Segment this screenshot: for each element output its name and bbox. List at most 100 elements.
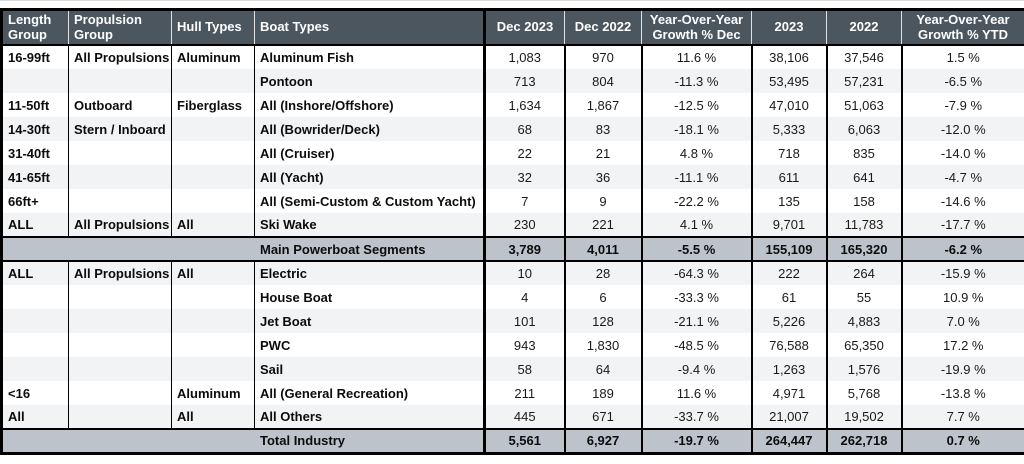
table-cell: 5,768 (825, 381, 902, 406)
table-cell: -11.3 % (640, 69, 752, 94)
table-cell: 6 (563, 285, 642, 310)
column-header-dec-2023: Dec 2023 (483, 9, 565, 47)
table-cell: 7.7 % (900, 405, 1024, 430)
table-cell: Sail (254, 357, 485, 382)
summary-value: 0.7 % (900, 428, 1024, 455)
table-cell (171, 117, 255, 142)
table-cell: 53,495 (750, 69, 827, 94)
column-header-propulsion-group: Propulsion Group (68, 9, 172, 47)
table-cell: 16-99ft (1, 45, 69, 70)
table-cell (68, 69, 172, 94)
table-cell: 264 (825, 261, 902, 286)
column-header-2023: 2023 (751, 9, 827, 47)
table-row-all-bowrider-deck: 14-30ft Stern / Inboard All (Bowrider/Deck… (1, 117, 1024, 142)
table-cell: 32 (483, 165, 565, 190)
table-body: 16-99ft All Propulsions Aluminum Aluminum F… (1, 45, 1024, 455)
table-cell: House Boat (254, 285, 485, 310)
table-cell: All (171, 261, 255, 286)
column-header-boat-types: Boat Types (254, 9, 485, 47)
table-cell (68, 405, 172, 430)
table-cell: 58 (483, 357, 565, 382)
summary-value: 5,561 (483, 428, 565, 455)
table-cell (171, 69, 255, 94)
summary-row-total-industry: Total Industry 5,561 6,927 -19.7 % 264,447 26… (1, 428, 1024, 455)
table-cell: All (Yacht) (254, 165, 485, 190)
table-cell: -6.5 % (900, 69, 1024, 94)
table-cell: Outboard (68, 93, 172, 118)
table-cell: 221 (563, 213, 642, 238)
table-cell: 41-65ft (1, 165, 69, 190)
table-cell: 21 (563, 141, 642, 166)
table-cell: -14.6 % (900, 189, 1024, 214)
table-row-pwc: PWC 943 1,830 -48.5 % 76,588 65,350 17.2 % (1, 333, 1024, 358)
table-row-all-cruiser: 31-40ft All (Cruiser) 22 21 4.8 % 718 835 -14.0… (1, 141, 1024, 166)
table-cell: 1,576 (825, 357, 902, 382)
summary-value: -6.2 % (900, 236, 1024, 263)
table-cell: 47,010 (750, 93, 827, 118)
table-cell: 804 (563, 69, 642, 94)
table-cell: 189 (563, 381, 642, 406)
table-cell (68, 381, 172, 406)
summary-value: 262,718 (825, 428, 902, 455)
table-cell: All (171, 213, 255, 238)
table-cell (1, 69, 69, 94)
column-header-dec-2022: Dec 2022 (564, 9, 642, 47)
table-cell (171, 285, 255, 310)
table-cell: Stern / Inboard (68, 117, 172, 142)
boat-segment-sales-table: Length Group Propulsion Group Hull Types Bo… (0, 8, 1024, 455)
table-cell (171, 309, 255, 334)
table-cell: 1,830 (563, 333, 642, 358)
table-cell: Fiberglass (171, 93, 255, 118)
summary-value: 165,320 (825, 236, 902, 263)
table-cell: 65,350 (825, 333, 902, 358)
table-cell: -4.7 % (900, 165, 1024, 190)
table-cell (171, 357, 255, 382)
table-cell: -15.9 % (900, 261, 1024, 286)
table-cell (68, 165, 172, 190)
table-cell: -9.4 % (640, 357, 752, 382)
table-cell: 28 (563, 261, 642, 286)
summary-label: Total Industry (1, 428, 485, 455)
table-cell: All Propulsions (68, 45, 172, 70)
table-cell: 10.9 % (900, 285, 1024, 310)
table-cell: 1.5 % (900, 45, 1024, 70)
table-cell: 14-30ft (1, 117, 69, 142)
column-header-2022: 2022 (826, 9, 902, 47)
column-header-length-group: Length Group (1, 9, 69, 47)
table-cell: 611 (750, 165, 827, 190)
table-row-all-semi-custom-custom-yacht: 66ft+ All (Semi-Custom & Custom Yacht) 7 9-… (1, 189, 1024, 214)
table-cell (68, 357, 172, 382)
summary-value: 6,927 (563, 428, 642, 455)
table-cell: 671 (563, 405, 642, 430)
table-cell: -12.0 % (900, 117, 1024, 142)
table-cell: 22 (483, 141, 565, 166)
column-header-hull-types: Hull Types (171, 9, 255, 47)
table-cell: 943 (483, 333, 565, 358)
table-cell: -7.9 % (900, 93, 1024, 118)
table-cell: 11.6 % (640, 45, 752, 70)
table-cell: 641 (825, 165, 902, 190)
table-row-all-inshore-offshore: 11-50ft Outboard Fiberglass All (Inshore/Of… (1, 93, 1024, 118)
table-cell: -11.1 % (640, 165, 752, 190)
table-cell: -12.5 % (640, 93, 752, 118)
table-cell: 19,502 (825, 405, 902, 430)
table-cell: All Propulsions (68, 213, 172, 238)
table-cell: 1,867 (563, 93, 642, 118)
table-cell (68, 285, 172, 310)
table-cell: 9,701 (750, 213, 827, 238)
table-cell: 211 (483, 381, 565, 406)
table-cell: -33.3 % (640, 285, 752, 310)
table-cell: All (1, 405, 69, 430)
table-cell (171, 189, 255, 214)
summary-value: 4,011 (563, 236, 642, 263)
table-cell: Pontoon (254, 69, 485, 94)
table-cell: PWC (254, 333, 485, 358)
table-cell: Jet Boat (254, 309, 485, 334)
table-cell (1, 357, 69, 382)
table-row-jet-boat: Jet Boat 101 128 -21.1 % 5,226 4,883 7.0 % (1, 309, 1024, 334)
summary-value: -5.5 % (640, 236, 752, 263)
table-cell: 57,231 (825, 69, 902, 94)
table-cell: 4,971 (750, 381, 827, 406)
table-cell: 64 (563, 357, 642, 382)
table-cell: 135 (750, 189, 827, 214)
